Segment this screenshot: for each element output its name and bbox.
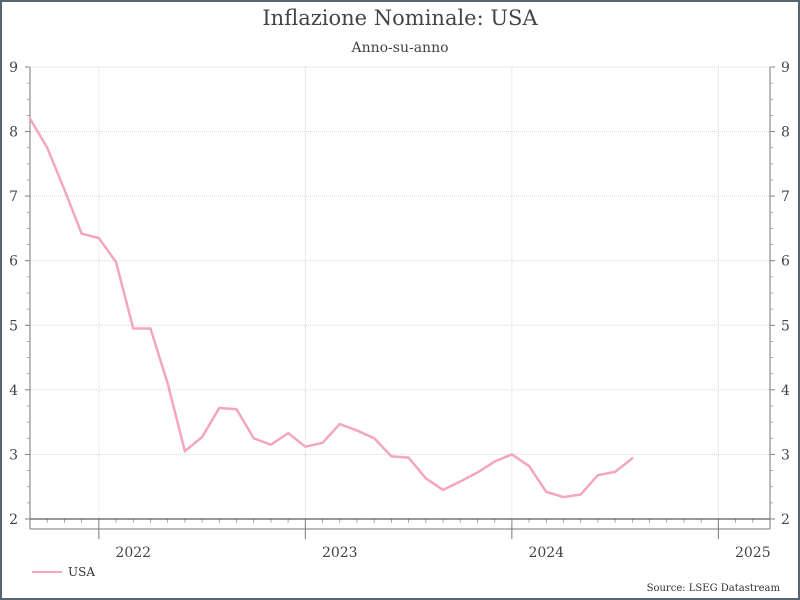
y-tick-label-left: 3 bbox=[9, 447, 18, 463]
source-note: Source: LSEG Datastream bbox=[646, 583, 780, 594]
x-tick-label: 2024 bbox=[528, 545, 564, 561]
y-tick-label-left: 6 bbox=[9, 254, 18, 270]
axis-layer: 2 2 3 3 4 4 5 5 6 6 7 7 8 8 9 9 2022 2023 2024 2025 bbox=[9, 60, 790, 561]
legend-label-usa: USA bbox=[68, 565, 95, 579]
y-tick-label-left: 2 bbox=[9, 512, 18, 528]
legend: USA bbox=[32, 565, 95, 579]
grid-layer bbox=[30, 66, 770, 520]
y-tick-label-right: 3 bbox=[781, 447, 790, 463]
chart-subtitle: Anno-su-anno bbox=[351, 40, 449, 56]
y-tick-label-left: 5 bbox=[9, 318, 18, 334]
series-line-usa bbox=[28, 117, 634, 499]
chart-title: Inflazione Nominale: USA bbox=[262, 6, 538, 30]
y-tick-label-right: 7 bbox=[781, 189, 790, 205]
y-tick-label-right: 8 bbox=[781, 125, 790, 141]
y-tick-label-left: 7 bbox=[9, 189, 18, 205]
y-tick-label-left: 9 bbox=[9, 60, 18, 76]
x-tick-label: 2022 bbox=[115, 545, 151, 561]
series-layer bbox=[28, 117, 634, 499]
y-tick-label-left: 4 bbox=[9, 383, 18, 399]
y-tick-label-right: 6 bbox=[781, 254, 790, 270]
y-tick-label-left: 8 bbox=[9, 125, 18, 141]
y-tick-label-right: 9 bbox=[781, 60, 790, 76]
x-tick-label: 2025 bbox=[735, 545, 771, 561]
legend-swatch-usa bbox=[32, 571, 62, 573]
y-tick-label-right: 2 bbox=[781, 512, 790, 528]
y-tick-label-right: 5 bbox=[781, 318, 790, 334]
x-tick-label: 2023 bbox=[322, 545, 358, 561]
y-tick-label-right: 4 bbox=[781, 383, 790, 399]
